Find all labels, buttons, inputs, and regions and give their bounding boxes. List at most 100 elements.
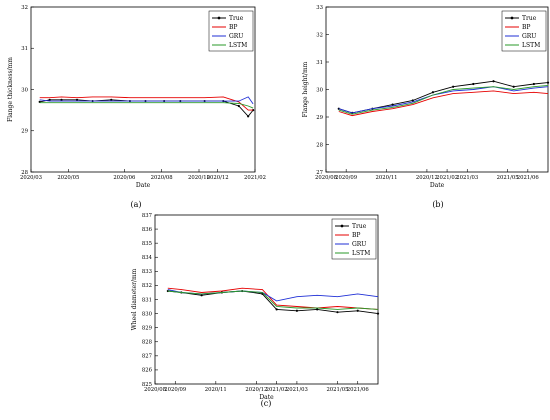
data-point xyxy=(110,98,113,101)
x-tick-label: 2020/09 xyxy=(335,175,358,181)
x-tick-label: 2020/11 xyxy=(205,387,227,393)
series-gru xyxy=(39,96,254,105)
data-point xyxy=(316,308,319,311)
series-line-lstm xyxy=(39,102,254,109)
legend-label: GRU xyxy=(352,241,366,248)
y-tick-label: 32 xyxy=(21,5,28,11)
y-tick-label: 835 xyxy=(142,241,152,247)
legend-label: GRU xyxy=(522,33,536,40)
legend-label: BP xyxy=(352,232,360,239)
chart-panel-3: 825 826 827 828 829 830 831 832 833 834 835 836 837 2… xyxy=(131,213,380,408)
legend-label: LSTM xyxy=(352,250,370,257)
y-tick-label: 826 xyxy=(142,368,153,374)
legend-marker xyxy=(217,16,221,20)
data-point xyxy=(252,109,255,112)
x-tick-label: 2020/05 xyxy=(57,175,79,181)
y-axis-label: Flange height/mm xyxy=(302,61,309,117)
y-tick-label: 829 xyxy=(142,325,153,331)
series-line-true xyxy=(338,80,549,114)
legend-label: LSTM xyxy=(229,42,247,49)
series-bp xyxy=(39,96,254,111)
legend-marker xyxy=(510,16,514,20)
data-point xyxy=(75,98,79,101)
series-bp xyxy=(338,90,549,117)
data-point xyxy=(431,91,435,94)
x-tick-label: 2020/08 xyxy=(315,175,338,181)
x-axis-label: Date xyxy=(259,394,274,401)
y-tick-label: 33 xyxy=(316,5,323,11)
data-point xyxy=(492,80,495,83)
legend-box xyxy=(331,218,377,260)
data-point xyxy=(356,309,359,312)
y-tick-label: 29 xyxy=(21,129,28,135)
data-point xyxy=(452,85,455,88)
data-point xyxy=(200,294,203,297)
y-tick-label: 833 xyxy=(142,269,152,275)
series-bp xyxy=(167,287,379,310)
x-tick-label: 2020/09 xyxy=(164,387,187,393)
y-tick-label: 827 xyxy=(142,354,152,360)
y-tick-label: 832 xyxy=(142,283,152,289)
data-point xyxy=(237,104,240,108)
y-axis-label: Flange thickness/mm xyxy=(7,57,14,122)
chart-panel-1: 28 29 30 31 32 2020/03 2020/05 2020/06 2020/08 20… xyxy=(7,5,266,209)
series-line-bp xyxy=(39,96,254,111)
legend: True BP GRU LSTM xyxy=(208,10,254,52)
y-tick-label: 31 xyxy=(316,60,323,66)
data-point xyxy=(376,312,380,315)
y-tick-label: 29 xyxy=(316,115,323,121)
data-point xyxy=(546,81,550,84)
legend-box xyxy=(501,10,547,52)
data-point xyxy=(512,85,515,88)
series-line-bp xyxy=(167,287,379,310)
y-tick-label: 28 xyxy=(316,142,323,148)
x-tick-label: 2020/12 xyxy=(416,175,438,181)
x-tick-label: 2020/03 xyxy=(20,175,42,181)
data-point xyxy=(295,309,299,312)
x-tick-label: 2020/12 xyxy=(245,387,267,393)
x-tick-label: 2020/10 xyxy=(188,175,211,181)
x-tick-label: 2021/02 xyxy=(244,175,266,181)
legend-label: True xyxy=(352,223,367,230)
series-line-true xyxy=(167,290,379,315)
y-tick-label: 831 xyxy=(142,297,152,303)
y-tick-label: 28 xyxy=(21,170,28,176)
x-tick-label: 2021/03 xyxy=(456,175,478,181)
panel-caption: (c) xyxy=(261,399,272,408)
legend-marker xyxy=(340,224,344,228)
data-point xyxy=(60,98,63,101)
data-point xyxy=(411,99,414,102)
series-lstm xyxy=(167,290,379,310)
x-tick-label: 2021/05 xyxy=(497,175,519,181)
series-line-gru xyxy=(39,96,254,105)
x-tick-label: 2021/02 xyxy=(266,387,288,393)
x-axis-label: Date xyxy=(136,182,151,189)
legend-label: BP xyxy=(229,24,237,31)
legend-label: GRU xyxy=(229,33,243,40)
x-tick-label: 2021/05 xyxy=(326,387,348,393)
legend-label: True xyxy=(522,15,537,22)
y-tick-label: 834 xyxy=(142,255,153,261)
x-axis-label: Date xyxy=(430,182,445,189)
series-line-gru xyxy=(338,86,549,114)
legend: True BP GRU LSTM xyxy=(331,218,377,260)
y-tick-label: 30 xyxy=(21,87,28,93)
data-point xyxy=(247,115,250,118)
panel-caption: (a) xyxy=(130,200,141,209)
series-lstm xyxy=(338,84,549,115)
x-tick-label: 2021/06 xyxy=(517,175,540,181)
y-tick-label: 828 xyxy=(142,340,153,346)
legend-label: True xyxy=(229,15,244,22)
legend-label: LSTM xyxy=(522,42,540,49)
x-tick-label: 2020/08 xyxy=(151,175,174,181)
y-tick-label: 30 xyxy=(316,87,323,93)
series-line-bp xyxy=(338,90,549,117)
x-tick-label: 2020/06 xyxy=(113,175,136,181)
series-line-lstm xyxy=(338,84,549,115)
legend-label: BP xyxy=(522,24,530,31)
x-tick-label: 2021/06 xyxy=(347,387,370,393)
series-gru xyxy=(338,86,549,114)
y-tick-label: 836 xyxy=(142,227,153,233)
